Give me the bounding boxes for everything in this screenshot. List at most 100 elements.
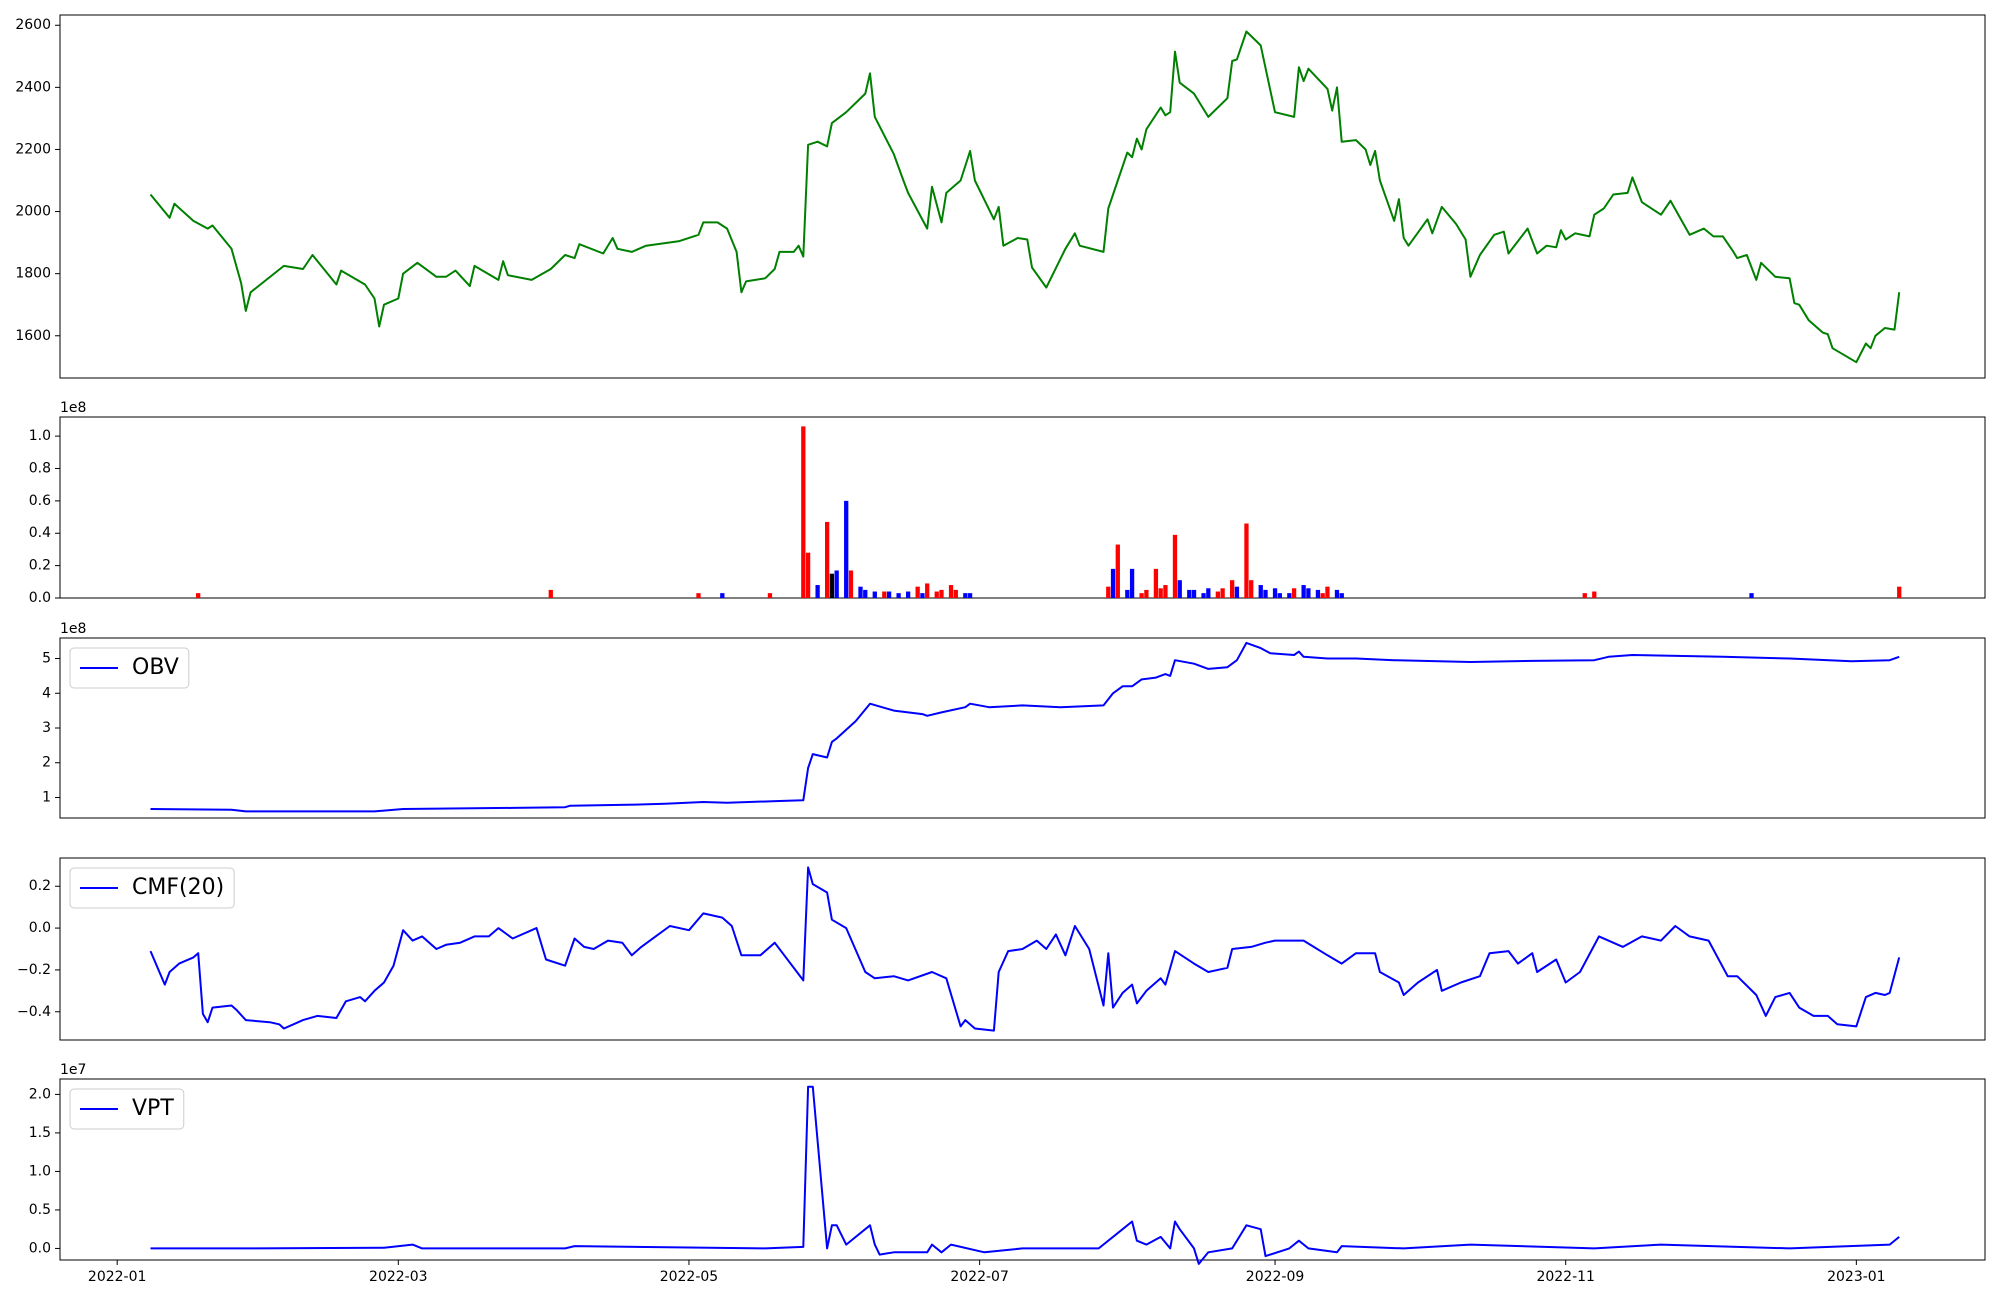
bar [858,586,863,598]
offset-text: 1e8 [60,621,86,637]
x-tick-label: 2023-01 [1827,1269,1886,1285]
plot-frame [59,637,1986,819]
bar [1215,591,1221,598]
bar [1158,588,1163,598]
bar [1272,588,1278,598]
panel: 1 2 3 4 5 1e8 OBV [42,621,1986,819]
bar [801,426,806,598]
bar [1287,593,1292,598]
y-tick-label: 0.5 [29,1202,51,1218]
line [150,1085,1900,1265]
bar [1582,593,1587,598]
x-tick-label: 2022-07 [950,1269,1009,1285]
plot-frame [59,1078,1986,1261]
panel: 0.0 0.5 1.0 1.5 2.0 2022-01 2022-03 2022-05 2022… [29,1062,1986,1285]
bar [886,591,892,598]
bar [1234,586,1240,598]
bar [548,589,553,598]
bar [815,585,820,598]
x-tick-label: 2022-03 [369,1269,428,1285]
legend-box [69,867,235,909]
y-tick-label: 2.0 [29,1086,51,1102]
bar [1177,580,1182,598]
y-tick-label: 0.6 [29,493,51,509]
bar [1301,585,1306,598]
legend-box [69,647,190,689]
bar [844,500,849,598]
x-tick-label: 2022-05 [660,1269,719,1285]
bar [963,593,968,598]
y-tick-label: 4 [42,685,51,701]
bar [915,586,920,598]
offset-text: 1e8 [60,400,86,416]
bar [896,593,901,598]
bar [1320,593,1325,598]
x-tick-label: 2022-01 [88,1269,147,1285]
bar [696,593,701,598]
bar [1220,588,1225,598]
y-tick-label: 1.5 [29,1125,51,1141]
y-tick-label: 0.4 [29,525,51,541]
bar [1749,593,1754,598]
bar [1277,593,1282,598]
plot-frame [59,14,1986,379]
y-tick-label: 5 [42,651,51,667]
bar [1172,534,1178,598]
bar [1191,589,1197,598]
y-tick-label: 2200 [15,141,51,157]
bar [1258,585,1263,598]
y-tick-label: 0.8 [29,460,51,476]
x-tick-label: 2022-11 [1536,1269,1595,1285]
bar [1129,568,1135,598]
bar [1106,586,1111,598]
bar [1263,589,1268,598]
plot-frame [59,857,1986,1041]
bar [925,583,930,598]
y-tick-label: 0.0 [29,590,51,606]
legend-label: CMF(20) [132,875,224,900]
bar [1249,580,1254,598]
bar [1110,568,1116,598]
bar [1291,588,1297,598]
y-tick-label: 1 [42,789,51,805]
bar [1139,593,1144,598]
bar [939,589,944,598]
legend: OBV [69,647,190,689]
bar [1592,591,1597,598]
bar [829,573,835,598]
bar [1153,568,1159,598]
bar [805,552,811,598]
legend-label: VPT [132,1096,174,1121]
bar [848,570,854,598]
legend: VPT [69,1088,185,1130]
bar [1230,580,1235,598]
bar [1163,585,1168,598]
bar [863,589,868,598]
plot-frame [59,416,1986,599]
y-tick-label: 1800 [15,266,51,282]
bar [872,591,877,598]
panel: 0.0 0.2 0.4 0.6 0.8 1.0 1e8 [29,400,1986,606]
bar [905,591,911,598]
y-tick-label: 2 [42,755,51,771]
y-tick-label: 2400 [15,79,51,95]
bar [1244,523,1249,598]
panel: −0.4 −0.2 0.0 0.2 CMF(20) [17,857,1986,1041]
legend: CMF(20) [69,867,235,909]
y-tick-label: −0.4 [17,1004,51,1020]
y-tick-label: 0.2 [29,558,51,574]
bar [1187,589,1192,598]
y-tick-label: 0.0 [29,920,51,936]
bar [1144,589,1149,598]
bar [934,591,939,598]
bar [1206,588,1211,598]
legend-box [69,1088,185,1130]
y-tick-label: 1.0 [29,428,51,444]
bar [1115,544,1120,598]
bar [882,591,887,598]
y-tick-label: 1.0 [29,1163,51,1179]
y-tick-label: 0.0 [29,1240,51,1256]
y-tick-label: 0.2 [29,878,51,894]
bar [920,593,925,598]
bar [1201,593,1206,598]
